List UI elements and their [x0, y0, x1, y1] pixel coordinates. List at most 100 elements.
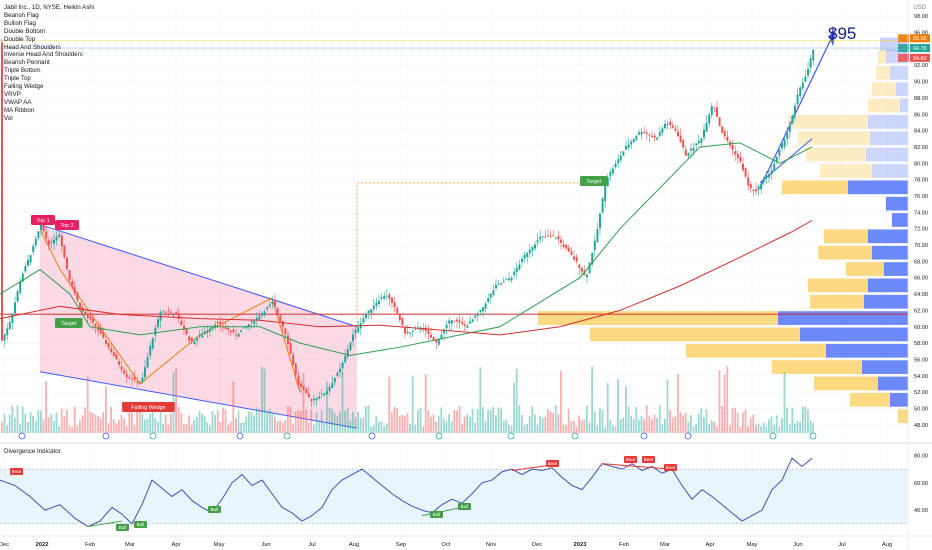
candle-body [216, 322, 219, 324]
volume-bar [128, 410, 131, 433]
candle-body [253, 321, 256, 325]
candle-body [456, 319, 458, 322]
volume-bar [216, 410, 219, 433]
x-tick-label: Mar [125, 542, 135, 548]
y-tick-label: 66.00 [914, 276, 928, 282]
volume-bar [50, 414, 53, 433]
volume-bar [625, 386, 627, 433]
volume-bar [453, 410, 456, 433]
volume-bar [297, 410, 300, 433]
candle-body [289, 343, 292, 354]
price-axis[interactable]: 98.0096.0094.0092.0090.0088.0086.0084.00… [898, 14, 930, 429]
candle-body [604, 185, 607, 202]
candle-body [638, 132, 640, 135]
volume-bar [320, 410, 323, 433]
volume-bar [110, 407, 112, 433]
candle-body [778, 150, 781, 156]
vp-row-up [898, 409, 908, 424]
candle-body [775, 156, 778, 163]
candle-body [752, 189, 755, 191]
indicator-item[interactable]: Double Top [4, 35, 36, 43]
indicator-item[interactable]: MA Ribbon [4, 106, 35, 114]
candle-body [300, 383, 302, 388]
indicator-item[interactable]: Bearish Flag [4, 11, 39, 19]
candle-body [648, 134, 651, 136]
x-tick-label: Apr [171, 542, 180, 548]
vp-row-down [864, 294, 908, 309]
volume-bar [24, 413, 27, 433]
indicator-item[interactable]: VRVP [4, 90, 21, 98]
label-text: Falling Wedge [131, 405, 165, 411]
volume-bar [326, 381, 328, 433]
candle-body [68, 270, 71, 281]
candle-body [180, 320, 183, 326]
indicator-item[interactable]: Inverse Head And Shoulders [4, 51, 83, 59]
candle-body [505, 279, 508, 281]
y-tick-label: 90.00 [914, 80, 928, 86]
indicator-item[interactable]: VWAP AA [4, 98, 32, 106]
volume-bar [146, 418, 149, 433]
oscillator-title: Divergence Indicator [4, 448, 61, 455]
volume-bar [547, 409, 549, 433]
candle-body [625, 146, 627, 150]
candle-body [526, 252, 529, 257]
event-marker [368, 432, 376, 440]
volume-bar [359, 418, 362, 433]
candle-body [214, 324, 217, 328]
candle-body [560, 239, 562, 243]
indicator-item[interactable]: Falling Wedge [4, 83, 44, 91]
volume-bar [112, 419, 115, 433]
vp-row-down [884, 262, 908, 276]
indicator-item[interactable]: Head And Shoulders [4, 43, 61, 51]
candle-body [396, 308, 399, 314]
vp-row-down [868, 229, 908, 244]
volume-bar [266, 411, 268, 433]
candle-body [697, 140, 700, 144]
candle-body [248, 324, 250, 327]
candle-body [411, 330, 414, 332]
volume-bar [684, 412, 687, 433]
indicator-item[interactable]: Triple Bottom [4, 67, 41, 75]
volume-bar [391, 412, 393, 433]
candle-body [635, 136, 638, 140]
candle-body [107, 343, 110, 348]
indicator-item[interactable]: Bullish Flag [4, 19, 36, 27]
divergence-tag [208, 506, 221, 513]
vp-row-up [820, 164, 872, 178]
bear-divergence-line [511, 464, 553, 471]
volume-bar [450, 421, 453, 433]
volume-bar [279, 420, 281, 433]
divergence-tag-text: Bull [433, 512, 441, 517]
indicator-item[interactable]: Bearish Pennant [4, 59, 50, 67]
candle-body [674, 128, 677, 131]
candle-body [700, 138, 703, 143]
x-tick-label: Aug [882, 542, 892, 548]
x-tick-label: Sep [396, 542, 406, 548]
candle-body [297, 375, 300, 385]
volume-bar [630, 415, 632, 433]
candle-body [645, 132, 648, 134]
volume-bar [253, 415, 255, 433]
indicator-item[interactable]: Triple Top [4, 75, 31, 83]
indicator-item[interactable]: Vol [4, 114, 13, 122]
volume-bar [73, 406, 76, 433]
candle-body [86, 314, 89, 318]
candle-body [196, 338, 198, 341]
volume-bar [34, 421, 37, 433]
volume-bar [487, 409, 489, 433]
candle-body [599, 213, 601, 229]
indicator-item[interactable]: Double Bottom [4, 27, 45, 35]
vp-row-up [814, 376, 878, 391]
volume-bar [203, 416, 206, 433]
y-tick-label: 72.00 [914, 227, 928, 233]
volume-bar [526, 424, 528, 433]
candle-body [744, 168, 747, 177]
volume-bar [669, 410, 671, 433]
volume-bar [339, 411, 341, 433]
candle-body [344, 355, 347, 363]
candle-body [40, 223, 42, 230]
candle-body [461, 322, 464, 325]
candle-body [266, 307, 269, 310]
